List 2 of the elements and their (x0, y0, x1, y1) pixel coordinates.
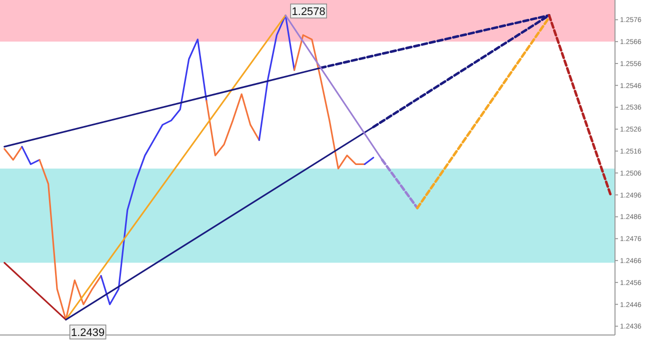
annotation: 1.2439 (70, 327, 105, 339)
annotation: 1.2578 (292, 6, 326, 18)
